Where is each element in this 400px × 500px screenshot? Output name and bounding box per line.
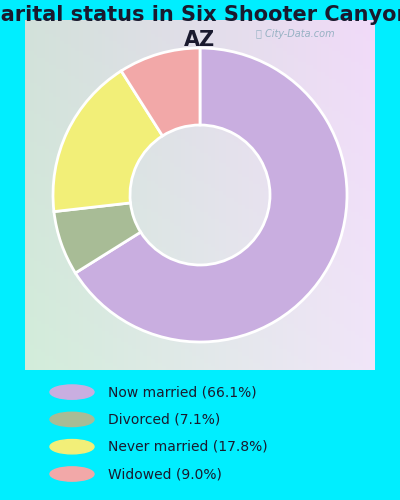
- Wedge shape: [54, 203, 141, 273]
- Circle shape: [50, 467, 94, 481]
- Text: Divorced (7.1%): Divorced (7.1%): [108, 412, 220, 426]
- Text: Never married (17.8%): Never married (17.8%): [108, 440, 268, 454]
- Wedge shape: [53, 71, 162, 212]
- Text: Marital status in Six Shooter Canyon,
AZ: Marital status in Six Shooter Canyon, AZ: [0, 5, 400, 50]
- Text: Widowed (9.0%): Widowed (9.0%): [108, 467, 222, 481]
- Text: ⓘ City-Data.com: ⓘ City-Data.com: [256, 29, 334, 39]
- Circle shape: [50, 440, 94, 454]
- Circle shape: [50, 412, 94, 426]
- Text: Now married (66.1%): Now married (66.1%): [108, 385, 257, 399]
- Wedge shape: [121, 48, 200, 136]
- Wedge shape: [75, 48, 347, 342]
- Circle shape: [50, 385, 94, 399]
